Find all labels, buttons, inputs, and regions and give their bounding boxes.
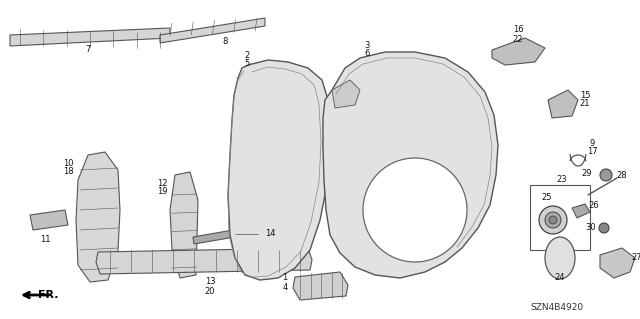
Circle shape <box>363 158 467 262</box>
Polygon shape <box>572 204 590 218</box>
Text: 4: 4 <box>282 283 287 292</box>
Ellipse shape <box>545 237 575 279</box>
Text: 27: 27 <box>632 254 640 263</box>
Text: 24: 24 <box>555 273 565 283</box>
Circle shape <box>599 223 609 233</box>
Polygon shape <box>96 248 312 274</box>
Text: 7: 7 <box>85 46 91 55</box>
Polygon shape <box>170 172 198 278</box>
Text: 1: 1 <box>282 273 287 283</box>
Text: FR.: FR. <box>38 290 58 300</box>
Text: 10: 10 <box>63 159 73 167</box>
Bar <box>530 185 590 250</box>
Polygon shape <box>10 28 170 46</box>
Text: 22: 22 <box>513 34 524 43</box>
Circle shape <box>600 169 612 181</box>
Polygon shape <box>600 248 635 278</box>
Text: 26: 26 <box>589 201 599 210</box>
Text: 18: 18 <box>63 167 74 176</box>
Text: 13: 13 <box>205 278 215 286</box>
Polygon shape <box>293 272 348 300</box>
Polygon shape <box>332 80 360 108</box>
Polygon shape <box>193 230 235 244</box>
Text: 23: 23 <box>557 175 567 184</box>
Text: 5: 5 <box>244 60 250 69</box>
Text: 19: 19 <box>157 188 167 197</box>
Text: 6: 6 <box>364 49 370 58</box>
Text: 17: 17 <box>587 147 597 157</box>
Text: 3: 3 <box>364 41 370 50</box>
Text: 15: 15 <box>580 91 590 100</box>
Text: 14: 14 <box>265 229 275 239</box>
Circle shape <box>539 206 567 234</box>
Polygon shape <box>30 210 68 230</box>
Polygon shape <box>76 152 120 282</box>
Circle shape <box>545 212 561 228</box>
Text: 16: 16 <box>513 26 524 34</box>
Text: 29: 29 <box>582 169 592 179</box>
Polygon shape <box>492 38 545 65</box>
Text: 8: 8 <box>222 38 228 47</box>
Text: 21: 21 <box>580 100 590 108</box>
Text: 2: 2 <box>244 51 250 61</box>
Text: 20: 20 <box>205 286 215 295</box>
Text: 28: 28 <box>617 170 627 180</box>
Polygon shape <box>548 90 578 118</box>
Polygon shape <box>228 60 330 280</box>
Text: 30: 30 <box>586 224 596 233</box>
Polygon shape <box>323 52 498 278</box>
Polygon shape <box>160 18 265 43</box>
Text: SZN4B4920: SZN4B4920 <box>530 303 583 313</box>
Text: 12: 12 <box>157 179 167 188</box>
Text: 11: 11 <box>40 235 51 244</box>
Text: 25: 25 <box>541 194 552 203</box>
Circle shape <box>549 216 557 224</box>
Text: 9: 9 <box>589 138 595 147</box>
